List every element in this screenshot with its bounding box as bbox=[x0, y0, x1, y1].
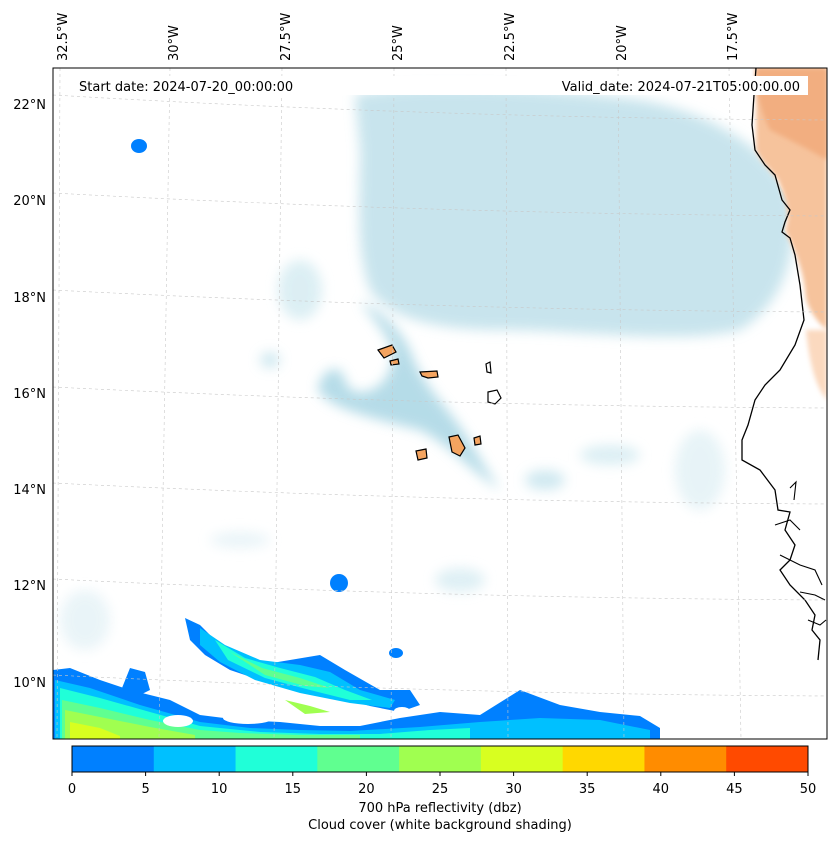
colorbar-tick-label: 50 bbox=[799, 782, 817, 797]
reflectivity-contours bbox=[53, 139, 660, 739]
colorbar-tick-label: 10 bbox=[210, 782, 228, 797]
colorbar-swatch-6 bbox=[562, 746, 645, 772]
lat-tick-18n: 18°N bbox=[13, 291, 46, 306]
colorbar-tick-label: 35 bbox=[578, 782, 596, 797]
colorbar-swatch-2 bbox=[235, 746, 318, 772]
start-date-label: Start date: 2024-07-20_00:00:00 bbox=[79, 80, 293, 95]
lon-tick-22-5w: 22.5°W bbox=[503, 12, 518, 61]
colorbar-swatch-5 bbox=[480, 746, 564, 772]
colorbar bbox=[71, 745, 809, 776]
colorbar-tick-label: 25 bbox=[431, 782, 449, 797]
colorbar-tick-label: 30 bbox=[505, 782, 522, 797]
lat-tick-16n: 16°N bbox=[13, 387, 46, 402]
valid-date-label: Valid_date: 2024-07-21T05:00:00.00 bbox=[562, 80, 800, 95]
colorbar-sublabel: Cloud cover (white background shading) bbox=[308, 818, 572, 833]
colorbar-tick-label: 5 bbox=[141, 782, 150, 797]
colorbar-swatch-4 bbox=[399, 746, 482, 772]
date-banner-bg bbox=[72, 76, 808, 95]
coast-detail bbox=[774, 480, 827, 626]
colorbar-tick-label: 15 bbox=[284, 782, 302, 797]
colorbar-swatch-3 bbox=[317, 746, 400, 772]
lat-tick-22n: 22°N bbox=[13, 98, 46, 113]
colorbar-swatch-7 bbox=[644, 746, 727, 772]
colorbar-label: 700 hPa reflectivity (dbz) bbox=[358, 801, 522, 816]
colorbar-swatch-1 bbox=[153, 746, 237, 772]
lon-tick-17-5w: 17.5°W bbox=[726, 12, 741, 61]
graticule bbox=[53, 68, 827, 739]
lat-tick-20n: 20°N bbox=[13, 194, 46, 209]
colorbar-tick-label: 40 bbox=[652, 782, 670, 797]
colorbar-swatch-8 bbox=[726, 746, 809, 772]
lon-tick-25w: 25°W bbox=[391, 25, 406, 61]
colorbar-tick-label: 20 bbox=[358, 782, 375, 797]
lon-tick-32-5w: 32.5°W bbox=[56, 12, 71, 61]
lon-tick-20w: 20°W bbox=[615, 25, 630, 61]
lon-tick-27-5w: 27.5°W bbox=[279, 12, 294, 61]
lat-tick-10n: 10°N bbox=[13, 676, 46, 691]
colorbar-tick-label: 0 bbox=[67, 782, 77, 797]
lat-tick-14n: 14°N bbox=[13, 483, 46, 498]
lon-tick-30w: 30°W bbox=[167, 25, 182, 61]
cape-verde-islands bbox=[377, 344, 502, 461]
lat-tick-12n: 12°N bbox=[13, 579, 46, 594]
coastline bbox=[741, 68, 821, 661]
colorbar-tick-label: 45 bbox=[726, 782, 743, 797]
colorbar-swatch-0 bbox=[72, 746, 155, 772]
map-frame bbox=[52, 67, 828, 740]
